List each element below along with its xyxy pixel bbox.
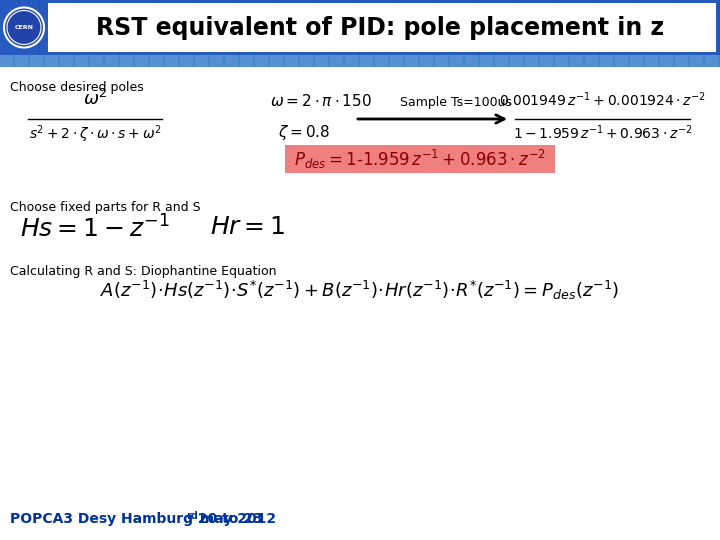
Text: $P_{des}=1\text{-}1.959\,z^{-1}+0.963\cdot z^{-2}$: $P_{des}=1\text{-}1.959\,z^{-1}+0.963\cd… [294, 147, 546, 171]
Bar [160, 0, 198, 55]
Text: CERN: CERN [14, 25, 34, 30]
Bar [480, 55, 493, 67]
Bar [345, 55, 358, 67]
Bar [525, 55, 538, 67]
Bar [705, 55, 718, 67]
Bar [105, 55, 118, 67]
Bar [150, 55, 163, 67]
Bar [520, 0, 558, 55]
Bar [375, 55, 388, 67]
Bar [200, 0, 238, 55]
Bar [75, 55, 88, 67]
Bar [15, 55, 28, 67]
Bar [300, 55, 313, 67]
Bar [80, 0, 118, 55]
Text: Choose fixed parts for R and S: Choose fixed parts for R and S [10, 201, 201, 214]
Text: $s^2+2\cdot\zeta\cdot\omega\cdot s+\omega^2$: $s^2+2\cdot\zeta\cdot\omega\cdot s+\omeg… [29, 123, 161, 145]
Bar [645, 55, 658, 67]
Bar [615, 55, 628, 67]
Bar [420, 55, 433, 67]
Bar [255, 55, 268, 67]
Bar [555, 55, 568, 67]
Text: may 2012: may 2012 [195, 512, 276, 526]
Bar [285, 55, 298, 67]
Bar [285, 145, 555, 173]
Bar [90, 55, 103, 67]
Text: $0.001949\,z^{-1}+0.001924\cdot z^{-2}$: $0.001949\,z^{-1}+0.001924\cdot z^{-2}$ [500, 90, 706, 109]
Text: $Hs=1-z^{-1}$: $Hs=1-z^{-1}$ [20, 215, 169, 242]
Bar [440, 0, 478, 55]
Text: Calculating R and S: Diophantine Equation: Calculating R and S: Diophantine Equatio… [10, 265, 276, 278]
Bar [225, 55, 238, 67]
Text: $\omega^2$: $\omega^2$ [83, 89, 107, 109]
Bar [510, 55, 523, 67]
Text: Choose desired poles: Choose desired poles [10, 81, 144, 94]
Bar [640, 0, 678, 55]
Bar [560, 0, 598, 55]
Text: $A(z^{-1})\!\cdot\!Hs(z^{-1})\!\cdot\!S^{*}(z^{-1})+B(z^{-1})\!\cdot\!Hr(z^{-1}): $A(z^{-1})\!\cdot\!Hs(z^{-1})\!\cdot\!S^… [101, 279, 619, 302]
Bar [165, 55, 178, 67]
Bar [660, 55, 673, 67]
Text: RST equivalent of PID: pole placement in z: RST equivalent of PID: pole placement in… [96, 16, 664, 39]
Bar [240, 55, 253, 67]
Bar [210, 55, 223, 67]
Text: $\omega=2\cdot\pi\cdot 150$: $\omega=2\cdot\pi\cdot 150$ [270, 93, 372, 109]
Bar [240, 0, 278, 55]
Bar [120, 0, 158, 55]
Bar [0, 0, 720, 55]
Text: $\zeta=0.8$: $\zeta=0.8$ [278, 123, 330, 142]
Bar [30, 55, 43, 67]
Bar [0, 55, 720, 67]
Circle shape [4, 8, 44, 48]
Bar [360, 0, 398, 55]
Bar [0, 0, 38, 55]
Bar [435, 55, 448, 67]
Bar [135, 55, 148, 67]
Text: Sample Ts=100us: Sample Ts=100us [400, 96, 512, 109]
Bar [280, 0, 318, 55]
Bar [570, 55, 583, 67]
Bar [585, 55, 598, 67]
Bar [405, 55, 418, 67]
Text: POPCA3 Desy Hamburg 20 to 23: POPCA3 Desy Hamburg 20 to 23 [10, 512, 263, 526]
Bar [465, 55, 478, 67]
Bar [540, 55, 553, 67]
Bar [320, 0, 358, 55]
Bar [0, 55, 13, 67]
Bar [270, 55, 283, 67]
Bar [480, 0, 518, 55]
Bar [48, 3, 716, 52]
Bar [330, 55, 343, 67]
Bar [120, 55, 133, 67]
Bar [600, 55, 613, 67]
Text: $Hr=1$: $Hr=1$ [210, 215, 285, 239]
Bar [45, 55, 58, 67]
Bar [360, 55, 373, 67]
Bar [600, 0, 638, 55]
Bar [40, 0, 78, 55]
Text: $1-1.959\,z^{-1}+0.963\cdot z^{-2}$: $1-1.959\,z^{-1}+0.963\cdot z^{-2}$ [513, 123, 693, 141]
Text: rd: rd [186, 511, 198, 521]
Bar [630, 55, 643, 67]
Bar [400, 0, 438, 55]
Bar [60, 55, 73, 67]
Bar [315, 55, 328, 67]
Bar [0, 67, 720, 540]
Bar [450, 55, 463, 67]
Bar [680, 0, 718, 55]
Bar [180, 55, 193, 67]
Bar [495, 55, 508, 67]
Bar [390, 55, 403, 67]
Bar [675, 55, 688, 67]
Bar [195, 55, 208, 67]
Bar [690, 55, 703, 67]
